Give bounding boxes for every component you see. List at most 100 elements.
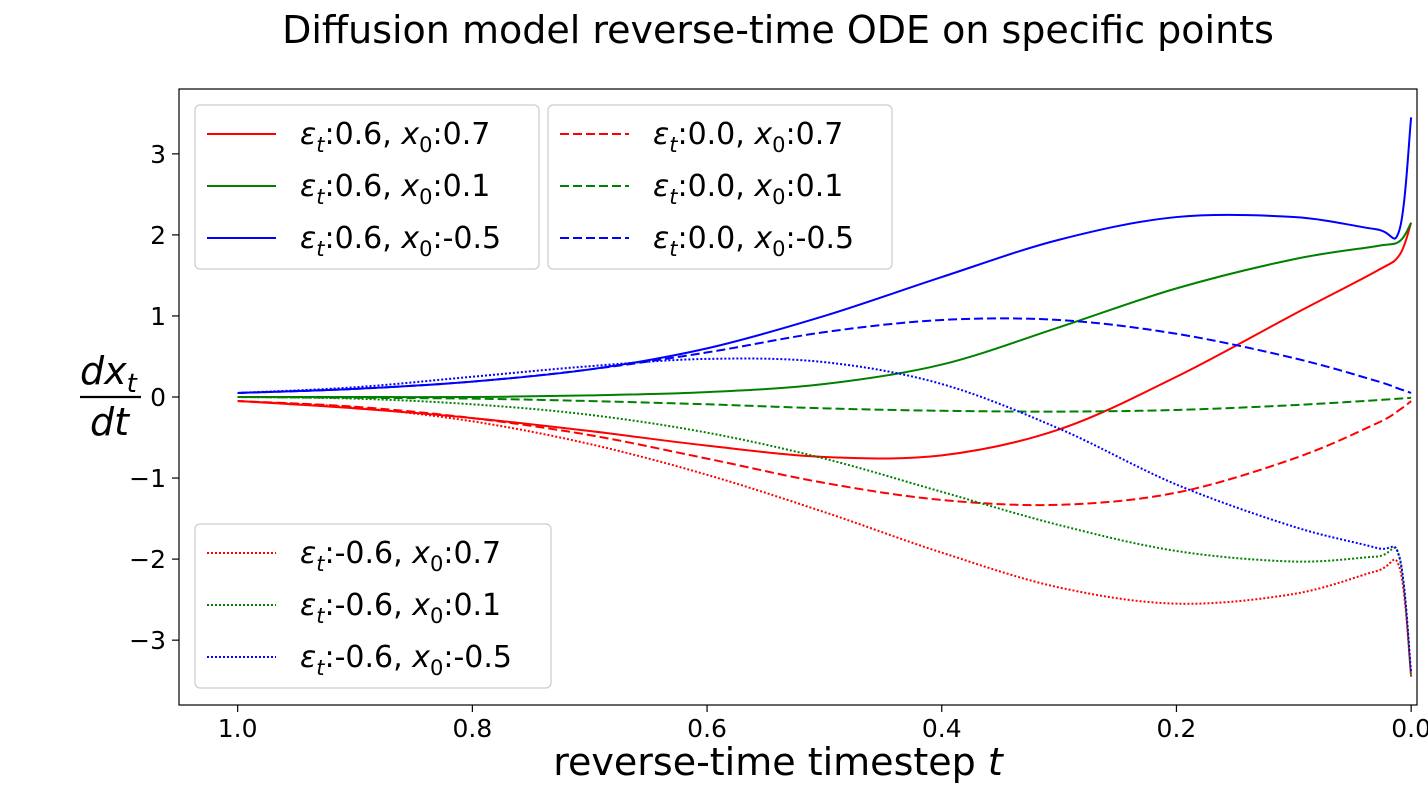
legend-epsilon-symbol: ε xyxy=(653,221,669,256)
legend-epsilon-sub: t xyxy=(316,237,325,261)
legend-entry: εt:0.0, x0:0.1 xyxy=(653,169,843,209)
series-line-3 xyxy=(237,400,1412,507)
legend-epsilon-sub: t xyxy=(669,185,678,209)
y-axis-label-numerator-sub: t xyxy=(127,369,138,399)
legend-epsilon-symbol: ε xyxy=(300,588,316,623)
x-axis-label: reverse-time timestep t xyxy=(553,740,1005,784)
legend-sep: : xyxy=(433,221,443,256)
y-tick-label: 1 xyxy=(150,302,166,331)
legend-epsilon-symbol: ε xyxy=(300,536,316,571)
legend-x-sub: 0 xyxy=(430,656,443,680)
legend-epsilon-sub: t xyxy=(669,133,678,157)
legend-x-sub: 0 xyxy=(419,237,432,261)
x-tick-label: 0.6 xyxy=(687,714,727,743)
legend-x-symbol: x xyxy=(411,640,430,675)
legend-x0-value: 0.7 xyxy=(443,117,491,152)
legend-eps-value: -0.6 xyxy=(335,640,394,675)
legend-sep: : xyxy=(786,117,796,152)
y-axis-label-numerator-var: dx xyxy=(80,349,127,393)
y-tick-label: −1 xyxy=(129,464,166,493)
legend-x-sub: 0 xyxy=(419,185,432,209)
y-axis-ticks: 3 2 1 0 −1 −2 −3 xyxy=(129,140,179,655)
legend-eps-value: -0.6 xyxy=(335,588,394,623)
legend-sep: : xyxy=(324,588,334,623)
series-line-4 xyxy=(237,396,1412,413)
legend-epsilon-sub: t xyxy=(316,656,325,680)
legend-entry: εt:0.0, x0:-0.5 xyxy=(653,221,854,261)
legends-layer: εt:0.6, x0:0.7εt:0.6, x0:0.1εt:0.6, x0:-… xyxy=(194,104,893,689)
legend-top-left: εt:0.6, x0:0.7εt:0.6, x0:0.1εt:0.6, x0:-… xyxy=(194,104,540,270)
y-tick-label: 2 xyxy=(150,221,166,250)
x-axis-ticks: 1.0 0.8 0.6 0.4 0.2 0.0 xyxy=(218,705,1428,743)
legend-eps-value: 0.6 xyxy=(335,169,383,204)
legend-entry: εt:-0.6, x0:0.7 xyxy=(300,536,501,576)
legend-x-symbol: x xyxy=(753,169,772,204)
legend-x-symbol: x xyxy=(753,117,772,152)
legend-x0-value: -0.5 xyxy=(796,221,855,256)
legend-entry: εt:-0.6, x0:-0.5 xyxy=(300,640,512,680)
legend-sep: : xyxy=(786,221,796,256)
y-axis-label: dxt dt xyxy=(80,349,141,444)
legend-x-sub: 0 xyxy=(430,604,443,628)
legend-sep: : xyxy=(324,536,334,571)
legend-x-symbol: x xyxy=(411,536,430,571)
legend-epsilon-sub: t xyxy=(316,185,325,209)
y-tick-label: 0 xyxy=(150,383,166,412)
legend-sep: : xyxy=(677,169,687,204)
legend-x-sub: 0 xyxy=(772,133,785,157)
legend-entry: εt:0.6, x0:0.1 xyxy=(300,169,490,209)
legend-x-symbol: x xyxy=(753,221,772,256)
legend-epsilon-symbol: ε xyxy=(300,169,316,204)
legend-x-sub: 0 xyxy=(419,133,432,157)
legend-eps-value: 0.0 xyxy=(688,169,736,204)
series-layer xyxy=(237,117,1413,677)
legend-frame xyxy=(194,104,540,270)
legend-top-center: εt:0.0, x0:0.7εt:0.0, x0:0.1εt:0.0, x0:-… xyxy=(547,104,893,270)
legend-eps-value: 0.6 xyxy=(335,117,383,152)
series-line-1 xyxy=(237,222,1413,399)
legend-entry: εt:0.6, x0:-0.5 xyxy=(300,221,501,261)
legend-x0-value: 0.7 xyxy=(453,536,501,571)
legend-x0-value: 0.1 xyxy=(453,588,501,623)
legend-sep: : xyxy=(443,536,453,571)
legend-entry: εt:0.0, x0:0.7 xyxy=(653,117,843,157)
legend-sep: , xyxy=(735,221,754,256)
y-tick-label: −3 xyxy=(129,626,166,655)
legend-lower-left: εt:-0.6, x0:0.7εt:-0.6, x0:0.1εt:-0.6, x… xyxy=(194,523,552,689)
legend-sep: : xyxy=(677,117,687,152)
legend-epsilon-symbol: ε xyxy=(300,640,316,675)
legend-sep: : xyxy=(324,221,334,256)
x-tick-label: 0.8 xyxy=(452,714,492,743)
legend-sep: : xyxy=(443,640,453,675)
legend-sep: , xyxy=(382,221,401,256)
legend-eps-value: 0.6 xyxy=(335,221,383,256)
legend-frame xyxy=(194,523,552,689)
legend-epsilon-symbol: ε xyxy=(653,169,669,204)
legend-eps-value: 0.0 xyxy=(688,221,736,256)
legend-x-symbol: x xyxy=(400,221,419,256)
series-line-8 xyxy=(237,357,1413,673)
legend-frame xyxy=(547,104,893,270)
legend-epsilon-symbol: ε xyxy=(300,221,316,256)
x-tick-label: 0.4 xyxy=(922,714,962,743)
legend-sep: , xyxy=(393,640,412,675)
legend-sep: , xyxy=(735,169,754,204)
legend-epsilon-sub: t xyxy=(316,133,325,157)
legend-x-sub: 0 xyxy=(772,185,785,209)
legend-x-sub: 0 xyxy=(430,552,443,576)
legend-sep: : xyxy=(433,117,443,152)
legend-x0-value: -0.5 xyxy=(443,221,502,256)
y-tick-label: −2 xyxy=(129,545,166,574)
legend-sep: : xyxy=(786,169,796,204)
legend-sep: : xyxy=(324,117,334,152)
x-tick-label: 0.2 xyxy=(1157,714,1197,743)
series-line-5 xyxy=(237,317,1412,394)
legend-eps-value: 0.0 xyxy=(688,117,736,152)
legend-sep: : xyxy=(324,169,334,204)
legend-sep: : xyxy=(433,169,443,204)
legend-epsilon-symbol: ε xyxy=(300,117,316,152)
legend-x0-value: 0.1 xyxy=(796,169,844,204)
legend-entry: εt:-0.6, x0:0.1 xyxy=(300,588,501,628)
legend-entry: εt:0.6, x0:0.7 xyxy=(300,117,490,157)
